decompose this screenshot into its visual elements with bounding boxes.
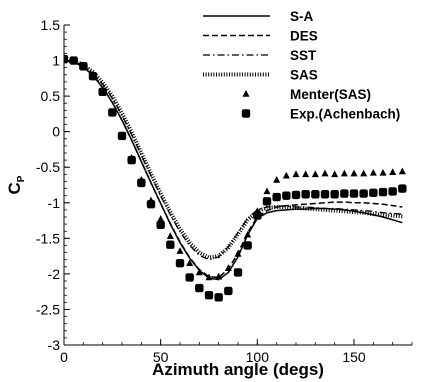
legend-label-menter-sas: Menter(SAS) [290,87,371,102]
legend-label-exp-achenbach: Exp.(Achenbach) [290,107,400,122]
data-point-menter-sas [215,272,223,280]
data-point-exp-achenbach [64,54,69,64]
data-point-exp-achenbach [349,189,359,198]
data-point-exp-achenbach [214,293,223,302]
data-point-menter-sas [273,176,281,183]
legend-label-sst: SST [290,48,317,63]
data-point-exp-achenbach [88,72,98,81]
data-point-menter-sas [311,170,319,178]
data-point-menter-sas [224,264,232,271]
y-tick-label: -2.5 [36,301,60,317]
data-point-exp-achenbach [108,108,117,117]
data-point-menter-sas [331,170,339,178]
data-point-exp-achenbach [146,200,156,209]
legend-item-menter-sas: Menter(SAS) [242,87,371,102]
data-point-exp-achenbach [69,56,78,65]
data-point-exp-achenbach [320,190,330,199]
data-point-menter-sas [360,169,368,177]
data-point-exp-achenbach [233,268,243,277]
y-tick-label: -1 [48,195,61,211]
y-tick-label: -1.5 [36,230,60,246]
data-point-menter-sas [379,168,387,176]
data-point-exp-achenbach [369,188,378,198]
legend-item-sas: SAS [203,68,318,83]
data-point-exp-achenbach [340,189,349,198]
data-point-menter-sas [292,170,300,178]
legend-item-des: DES [203,29,318,44]
data-point-menter-sas [166,232,174,239]
data-point-menter-sas [321,169,329,177]
y-tick-label: 0.5 [41,88,61,104]
data-point-exp-achenbach [117,131,127,141]
data-point-menter-sas [398,167,406,175]
data-point-menter-sas [389,168,397,175]
data-point-exp-achenbach [185,273,194,282]
plot-area [64,54,407,302]
axes: 1.510.50-0.5-1-1.5-2-2.5-30 50 100 150 [36,17,413,365]
data-point-exp-achenbach [330,190,339,199]
data-point-menter-sas [263,187,271,195]
data-point-menter-sas [369,168,377,176]
data-point-exp-achenbach [224,286,233,296]
data-point-exp-achenbach [195,283,204,293]
legend: S-A DES SST SAS Menter(SAS) Exp.(Achenbach) [203,9,400,122]
data-point-exp-achenbach [272,192,281,202]
data-point-menter-sas [340,169,348,177]
y-axis-title: CP [5,175,27,194]
data-point-exp-achenbach [204,291,214,300]
legend-swatch-menter-sas [242,90,250,97]
y-tick-label: 1 [52,53,60,69]
data-point-exp-achenbach [98,87,107,97]
data-point-exp-achenbach [311,190,320,199]
data-point-exp-achenbach [243,241,252,250]
y-tick-label: 0 [52,124,60,140]
x-tick-label: 100 [246,349,270,365]
y-tick-label: 1.5 [41,17,61,33]
legend-item-exp-achenbach: Exp.(Achenbach) [241,107,400,122]
data-point-menter-sas [176,247,184,254]
data-point-menter-sas [205,273,213,281]
legend-swatch-exp-achenbach [241,109,251,118]
data-point-menter-sas [350,169,358,177]
y-axis-title-main: C [5,182,24,194]
data-point-exp-achenbach [137,178,146,188]
legend-label-sas: SAS [290,68,318,83]
data-point-menter-sas [244,230,252,238]
data-point-menter-sas [186,259,194,266]
y-tick-label: -0.5 [36,159,60,175]
legend-item-s-a: S-A [203,9,314,24]
x-tick-label: 0 [60,349,68,365]
x-tick-label: 50 [153,349,169,365]
y-axis-title-subscript: P [16,175,27,182]
series-line-des [64,59,403,279]
data-point-exp-achenbach [166,240,175,249]
data-point-menter-sas [234,250,242,257]
data-point-menter-sas [302,170,310,178]
series-markers-exp-achenbach [64,54,407,302]
data-point-exp-achenbach [79,62,88,71]
y-tick-label: -3 [48,337,61,353]
data-point-menter-sas [157,215,165,222]
data-point-exp-achenbach [388,187,397,196]
y-tick-label: -2 [48,266,61,282]
data-point-exp-achenbach [262,197,272,206]
data-point-exp-achenbach [291,190,301,200]
data-point-exp-achenbach [378,187,388,197]
x-axis-title: Azimuth angle (degs) [152,360,324,379]
legend-label-des: DES [290,29,318,44]
data-point-exp-achenbach [156,220,165,230]
data-point-menter-sas [195,268,203,276]
data-point-exp-achenbach [398,184,407,193]
data-point-exp-achenbach [175,259,185,268]
data-point-exp-achenbach [359,189,368,198]
data-point-exp-achenbach [301,190,310,199]
data-point-menter-sas [282,171,290,179]
data-point-exp-achenbach [127,155,136,165]
x-tick-label: 150 [342,349,366,365]
legend-item-sst: SST [203,48,317,63]
data-point-exp-achenbach [282,191,291,200]
legend-label-s-a: S-A [290,9,314,24]
data-point-exp-achenbach [253,211,262,220]
